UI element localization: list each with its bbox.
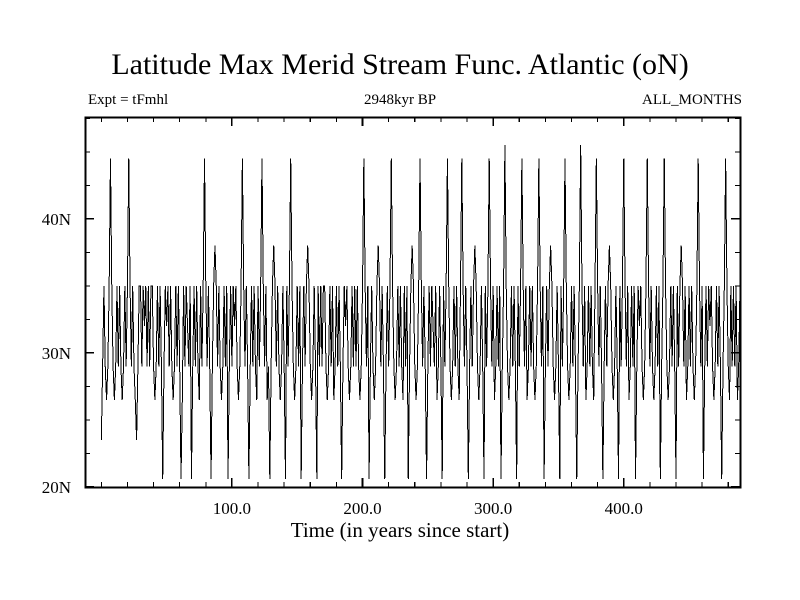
timeseries-plot bbox=[100, 145, 740, 479]
chart-title: Latitude Max Merid Stream Func. Atlantic… bbox=[111, 48, 689, 81]
x-tick-label: 200.0 bbox=[343, 499, 381, 518]
months-label: ALL_MONTHS bbox=[642, 92, 742, 108]
y-tick-label: 20N bbox=[42, 478, 71, 497]
plot-area bbox=[85, 117, 740, 487]
experiment-label: Expt = tFmhl bbox=[88, 92, 169, 108]
x-tick-label: 400.0 bbox=[605, 499, 643, 518]
x-tick-label: 300.0 bbox=[474, 499, 512, 518]
period-label: 2948kyr BP bbox=[363, 92, 437, 108]
y-tick-label: 30N bbox=[42, 344, 71, 363]
x-tick-label: 100.0 bbox=[213, 499, 251, 518]
data-line bbox=[100, 145, 740, 479]
x-axis-label: Time (in years since start) bbox=[290, 518, 510, 542]
y-tick-label: 40N bbox=[42, 210, 71, 229]
